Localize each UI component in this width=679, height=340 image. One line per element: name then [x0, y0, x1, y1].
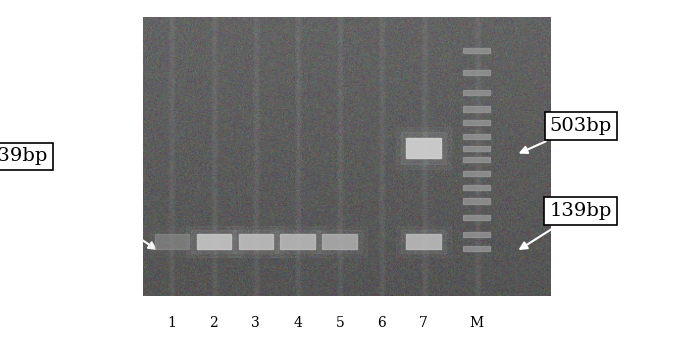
- Bar: [312, 226, 367, 257]
- Bar: [463, 246, 490, 251]
- Text: 503bp: 503bp: [521, 117, 612, 153]
- Bar: [270, 226, 325, 257]
- Bar: [463, 70, 490, 75]
- Bar: [323, 234, 357, 249]
- Bar: [463, 171, 490, 176]
- Bar: [406, 138, 441, 158]
- Bar: [463, 106, 490, 112]
- Bar: [275, 230, 320, 253]
- Bar: [463, 215, 490, 220]
- Bar: [323, 234, 357, 249]
- Text: 1: 1: [168, 316, 177, 330]
- Bar: [197, 234, 231, 249]
- Bar: [463, 232, 490, 237]
- Bar: [406, 234, 441, 249]
- Bar: [463, 157, 490, 162]
- Text: 2: 2: [210, 316, 218, 330]
- Bar: [463, 90, 490, 95]
- Bar: [396, 226, 452, 257]
- Bar: [186, 226, 242, 257]
- Text: 7: 7: [419, 316, 428, 330]
- Bar: [317, 230, 363, 253]
- Bar: [406, 138, 441, 158]
- Bar: [406, 234, 441, 249]
- Text: M: M: [470, 316, 483, 330]
- Bar: [191, 230, 236, 253]
- Bar: [144, 226, 200, 257]
- Bar: [238, 234, 273, 249]
- Text: 4: 4: [293, 316, 302, 330]
- Bar: [197, 234, 231, 249]
- Bar: [234, 230, 278, 253]
- Text: 6: 6: [378, 316, 386, 330]
- Bar: [149, 230, 194, 253]
- Bar: [463, 185, 490, 190]
- Bar: [280, 234, 315, 249]
- Bar: [463, 48, 490, 53]
- Bar: [155, 234, 189, 249]
- Bar: [228, 226, 284, 257]
- Bar: [401, 132, 446, 164]
- Bar: [155, 234, 189, 249]
- Bar: [463, 146, 490, 151]
- Bar: [396, 127, 452, 169]
- Text: 139bp: 139bp: [0, 148, 155, 249]
- Bar: [463, 134, 490, 139]
- Text: 139bp: 139bp: [520, 202, 612, 249]
- Bar: [401, 230, 446, 253]
- Bar: [280, 234, 315, 249]
- Text: 3: 3: [251, 316, 260, 330]
- Bar: [463, 120, 490, 125]
- Bar: [463, 199, 490, 204]
- Text: 5: 5: [335, 316, 344, 330]
- Bar: [238, 234, 273, 249]
